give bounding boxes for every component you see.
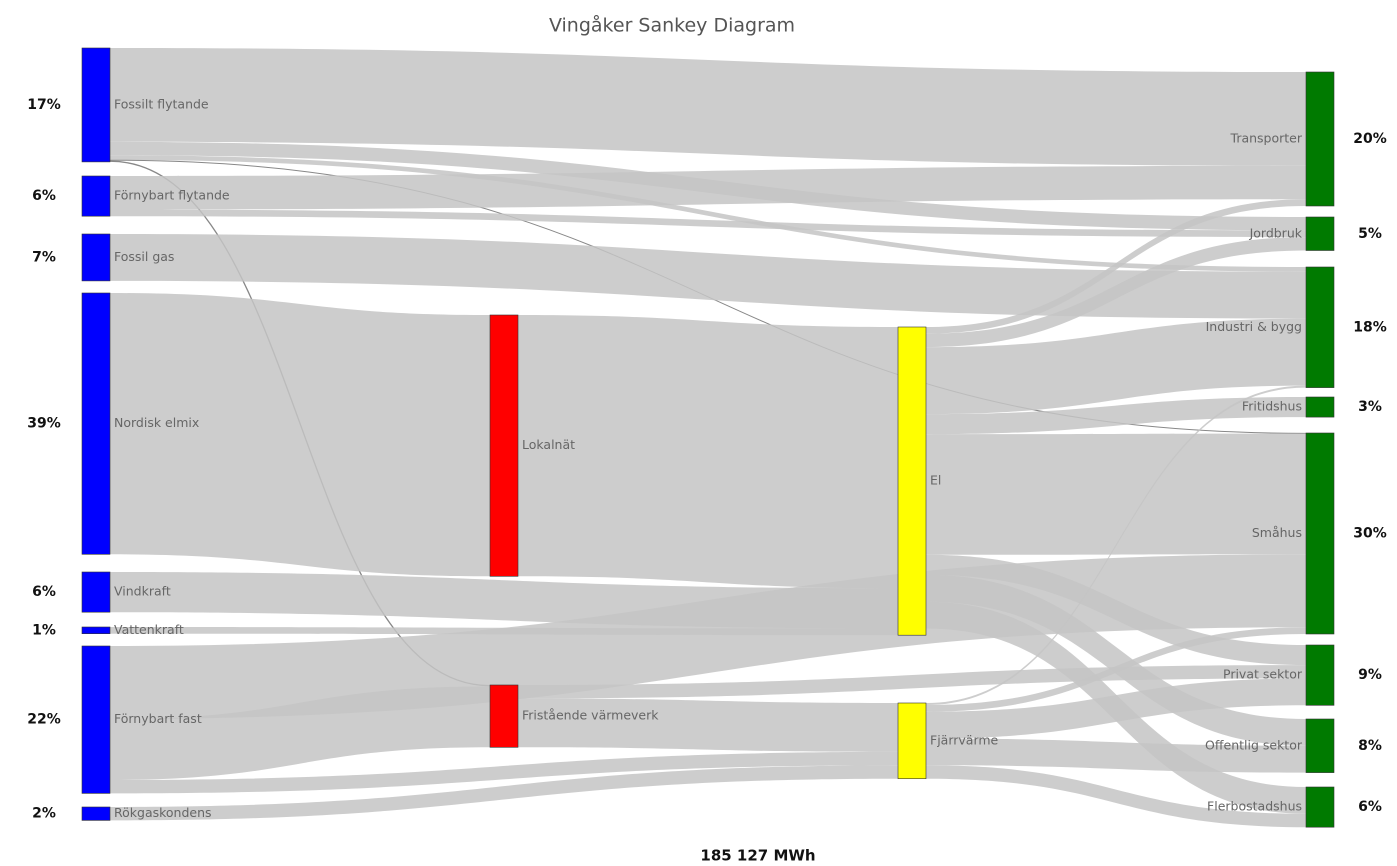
value-label: 18% — [1353, 319, 1387, 335]
node-label: Jordbruk — [1249, 225, 1303, 240]
node — [1305, 432, 1335, 635]
node-label: Lokalnät — [522, 437, 575, 452]
node — [81, 175, 111, 217]
link — [110, 765, 898, 821]
value-label: 5% — [1358, 226, 1382, 242]
link — [926, 385, 1306, 706]
node — [81, 233, 111, 282]
node-label: Fritidshus — [1242, 399, 1302, 414]
total-label: 185 127 MWh — [700, 847, 815, 865]
link — [926, 237, 1306, 348]
nodes: Fossilt flytande 17% Förnybart flytande 6% F… — [27, 47, 1387, 828]
node-label: El — [930, 473, 941, 488]
link — [518, 315, 898, 589]
node — [897, 702, 927, 780]
node-label: Privat sektor — [1223, 667, 1303, 682]
value-label: 39% — [27, 416, 61, 432]
node — [1305, 266, 1335, 388]
node — [1305, 396, 1335, 418]
node — [489, 314, 519, 577]
node-label: Fossilt flytande — [114, 96, 209, 111]
node-label: Transporter — [1230, 131, 1303, 146]
link — [110, 751, 898, 794]
node — [1305, 786, 1335, 828]
value-label: 20% — [1353, 131, 1387, 147]
value-label: 9% — [1358, 667, 1382, 683]
node-label: Flerbostadshus — [1207, 799, 1302, 814]
value-label: 17% — [27, 97, 61, 113]
node — [1305, 644, 1335, 706]
value-label: 6% — [32, 188, 56, 204]
node-label: Fossil gas — [114, 249, 174, 264]
link — [110, 234, 1306, 319]
node-label: Nordisk elmix — [114, 415, 199, 430]
link — [518, 698, 898, 752]
value-label: 1% — [32, 622, 56, 638]
link — [110, 209, 1306, 238]
node — [1305, 718, 1335, 773]
value-label: 22% — [27, 712, 61, 728]
value-label: 7% — [32, 249, 56, 265]
node-label: Vattenkraft — [114, 622, 184, 637]
link — [926, 199, 1306, 334]
node — [1305, 71, 1335, 207]
node — [81, 626, 111, 634]
links — [109, 48, 1307, 828]
link — [926, 574, 1306, 746]
link — [110, 155, 1306, 272]
link — [926, 738, 1306, 773]
value-label: 8% — [1358, 738, 1382, 754]
node-label: Vindkraft — [114, 584, 171, 599]
node-label: Fristående värmeverk — [522, 708, 659, 723]
node — [81, 645, 111, 794]
node — [81, 571, 111, 613]
value-label: 6% — [32, 584, 56, 600]
node-label: Fjärrvärme — [930, 732, 999, 747]
value-label: 6% — [1358, 799, 1382, 815]
link — [926, 678, 1306, 739]
node — [81, 292, 111, 555]
link — [926, 433, 1306, 555]
value-label: 2% — [32, 806, 56, 822]
link — [110, 48, 1306, 166]
link — [926, 318, 1306, 415]
node — [489, 684, 519, 748]
link — [926, 765, 1306, 828]
link — [110, 293, 490, 577]
node — [81, 806, 111, 821]
node-label: Förnybart fast — [114, 711, 202, 726]
link — [110, 165, 1306, 210]
value-label: 30% — [1353, 526, 1387, 542]
node-label: Industri & bygg — [1206, 319, 1302, 334]
node — [1305, 216, 1335, 251]
link — [926, 627, 1306, 712]
node-label: Småhus — [1252, 525, 1302, 540]
value-label: 3% — [1358, 399, 1382, 415]
link — [926, 397, 1306, 435]
chart-title: Vingåker Sankey Diagram — [549, 14, 795, 37]
node-label: Offentlig sektor — [1205, 737, 1303, 752]
node-label: Förnybart flytande — [114, 188, 230, 203]
node-label: Rökgaskondens — [114, 805, 212, 820]
node — [81, 47, 111, 163]
node — [897, 326, 927, 636]
